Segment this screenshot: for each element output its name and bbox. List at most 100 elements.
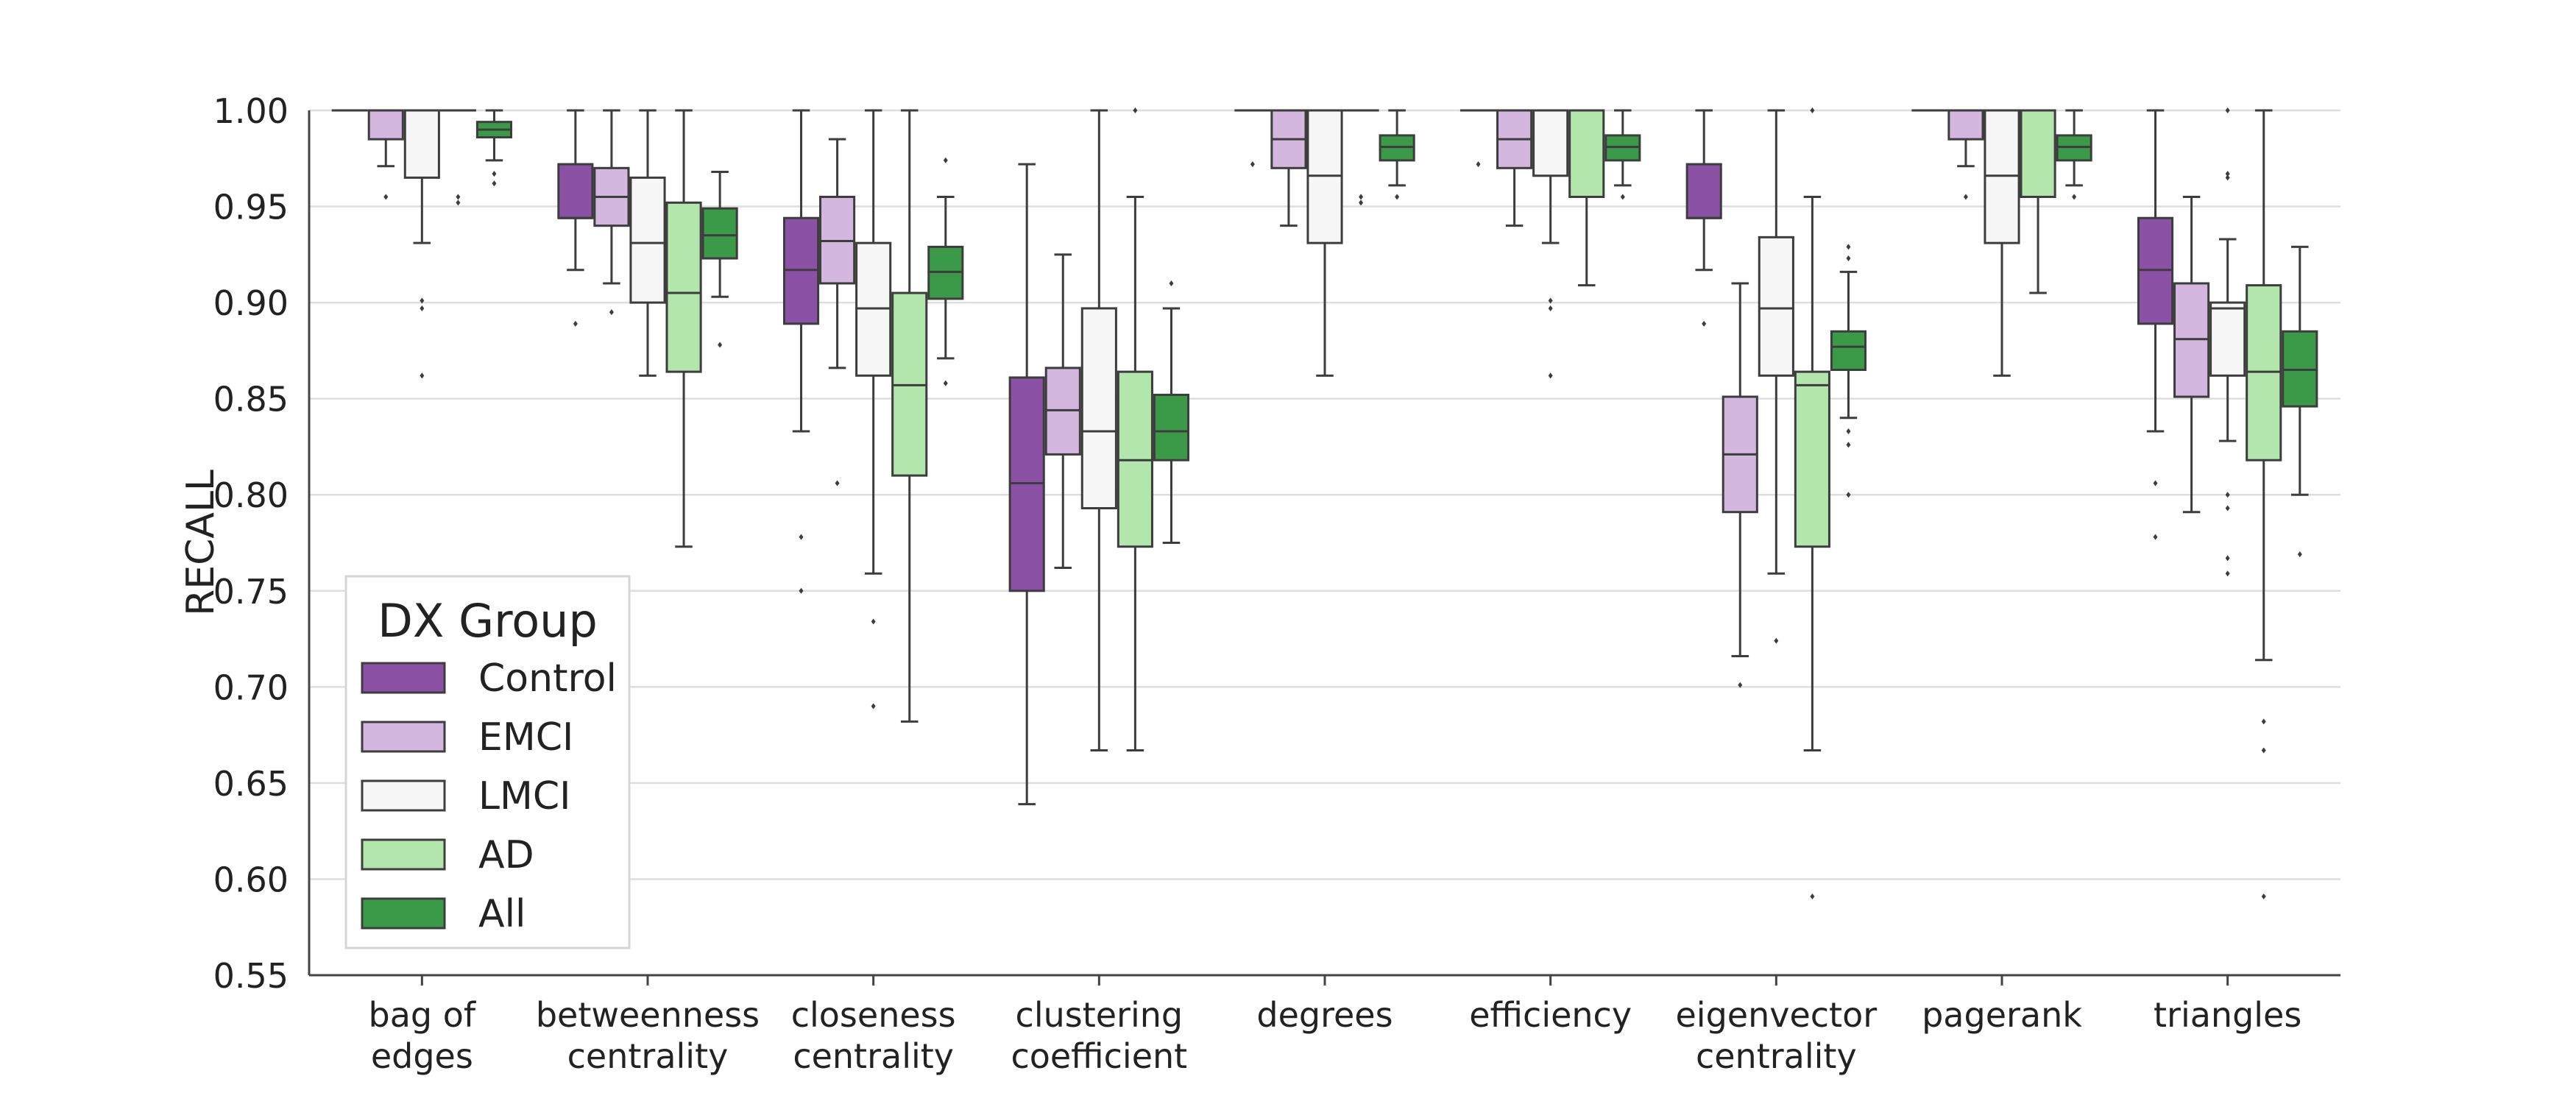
x-tick-label: pagerank	[1922, 995, 2082, 1035]
outlier	[456, 194, 461, 200]
outlier	[2153, 534, 2158, 540]
outlier	[573, 320, 578, 327]
box-all	[2282, 245, 2318, 558]
box-lmci	[855, 109, 892, 710]
outlier	[2225, 107, 2230, 113]
outlier	[835, 480, 840, 486]
outlier	[2225, 555, 2230, 562]
outlier	[1169, 280, 1174, 286]
outlier	[1476, 161, 1481, 168]
outlier	[1810, 893, 1815, 899]
outlier	[2225, 505, 2230, 512]
box-control	[1685, 109, 1722, 327]
x-tick-label: clustering	[1016, 995, 1183, 1035]
y-tick-label: 0.60	[213, 860, 289, 899]
box-emci	[1722, 282, 1758, 688]
x-tick-labels: bag ofedgesbetweennesscentralityclosenes…	[369, 975, 2301, 1076]
box-control	[1008, 163, 1045, 806]
box-all	[475, 109, 513, 187]
box-lmci	[1080, 109, 1117, 751]
outlier	[943, 380, 948, 386]
x-tick-label: efficiency	[1469, 995, 1632, 1035]
legend-item-control: Control	[361, 657, 617, 701]
box-iqr	[701, 207, 738, 260]
box-emci	[593, 109, 630, 316]
box-all	[2056, 109, 2092, 200]
legend-item-ad: AD	[361, 833, 534, 877]
y-tick-label: 0.80	[213, 475, 289, 515]
outlier	[609, 309, 614, 316]
outlier	[799, 587, 804, 594]
box-emci	[1496, 109, 1533, 227]
box-iqr	[629, 176, 666, 304]
outlier	[1810, 107, 1815, 113]
outlier	[1846, 442, 1851, 448]
legend-swatch	[361, 779, 446, 812]
box-control	[557, 109, 594, 327]
box-iqr	[2020, 109, 2056, 198]
box-emci	[1044, 253, 1081, 569]
box-ad	[665, 109, 702, 548]
box-ad	[1794, 107, 1830, 899]
box-iqr	[557, 163, 594, 219]
x-tick-label: coefficient	[1011, 1036, 1187, 1076]
box-emci	[1270, 109, 1307, 227]
legend-swatch	[361, 838, 446, 871]
box-ad	[439, 109, 476, 206]
x-tick-label: centrality	[567, 1036, 729, 1076]
box-iqr	[665, 201, 702, 373]
outlier	[2297, 551, 2302, 558]
box-ad	[1117, 107, 1153, 751]
outlier	[1395, 194, 1400, 200]
box-lmci	[2209, 107, 2246, 577]
box-iqr	[1685, 163, 1722, 219]
box-iqr	[367, 109, 404, 141]
box-ad	[891, 109, 928, 723]
outlier	[799, 534, 804, 540]
legend-label: EMCI	[478, 715, 573, 760]
y-tick-label: 0.85	[213, 380, 289, 420]
outlier	[1846, 492, 1851, 498]
outlier	[1702, 320, 1707, 327]
outlier	[1620, 194, 1625, 200]
outlier	[2153, 480, 2158, 486]
outlier	[456, 199, 461, 206]
x-tick-label: betweenness	[536, 995, 760, 1035]
outlier	[2072, 194, 2077, 200]
box-emci	[819, 138, 856, 486]
box-all	[1379, 109, 1415, 200]
y-tick-label: 0.75	[213, 572, 289, 612]
outlier	[1359, 194, 1364, 200]
box-iqr	[1758, 236, 1794, 377]
box-ad	[1342, 109, 1379, 206]
box-ad	[2020, 109, 2056, 294]
box-all	[701, 171, 738, 348]
y-axis-title: RECALL	[179, 470, 223, 616]
x-tick-label: centrality	[793, 1036, 954, 1076]
outlier	[871, 703, 876, 710]
outlier	[492, 180, 497, 187]
outlier	[420, 372, 425, 379]
outlier	[1963, 194, 1968, 200]
outlier	[1738, 682, 1743, 688]
legend-items: Control EMCI LMCI AD All	[361, 657, 617, 936]
legend-item-all: All	[361, 892, 526, 936]
box-control	[2137, 109, 2174, 540]
box-lmci	[403, 109, 440, 379]
legend-swatch	[361, 897, 446, 930]
outlier	[718, 342, 723, 348]
outlier	[943, 157, 948, 163]
box-all	[1153, 280, 1190, 544]
x-tick-label: bag of	[369, 995, 477, 1035]
outlier	[2261, 747, 2266, 754]
box-lmci	[1532, 109, 1569, 379]
box-lmci	[1758, 109, 1794, 644]
x-tick-label: edges	[371, 1036, 473, 1076]
box-iqr	[403, 109, 440, 179]
outlier	[1359, 199, 1364, 206]
box-lmci	[1984, 109, 2020, 377]
box-iqr	[1568, 109, 1605, 198]
outlier	[2225, 492, 2230, 498]
box-emci	[1947, 109, 1984, 200]
